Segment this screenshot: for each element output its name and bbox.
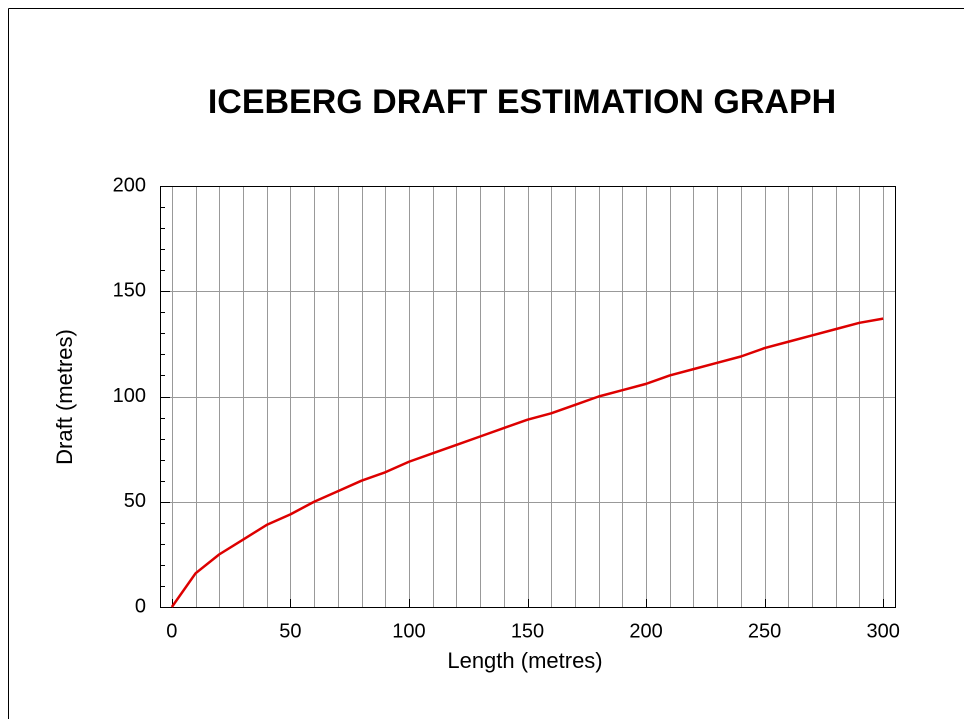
- y-tick-label: 100: [113, 385, 146, 407]
- plot-frame: [160, 186, 896, 608]
- y-tick-label: 150: [113, 280, 146, 302]
- y-tick-label: 0: [135, 595, 146, 617]
- x-tick-label: 0: [166, 620, 177, 642]
- x-tick-label: 150: [511, 620, 544, 642]
- y-tick-label: 50: [124, 490, 146, 512]
- x-tick-label: 100: [392, 620, 425, 642]
- x-tick-label: 200: [629, 620, 662, 642]
- x-tick-label: 300: [866, 620, 899, 642]
- data-line: [170, 317, 884, 608]
- y-axis-label: Draft (metres): [52, 329, 77, 465]
- x-axis-label: Length (metres): [447, 648, 602, 673]
- chart-title: ICEBERG DRAFT ESTIMATION GRAPH: [208, 83, 836, 121]
- y-tick-label: 200: [113, 174, 146, 196]
- x-tick-label: 250: [748, 620, 781, 642]
- x-tick-label: 50: [279, 620, 301, 642]
